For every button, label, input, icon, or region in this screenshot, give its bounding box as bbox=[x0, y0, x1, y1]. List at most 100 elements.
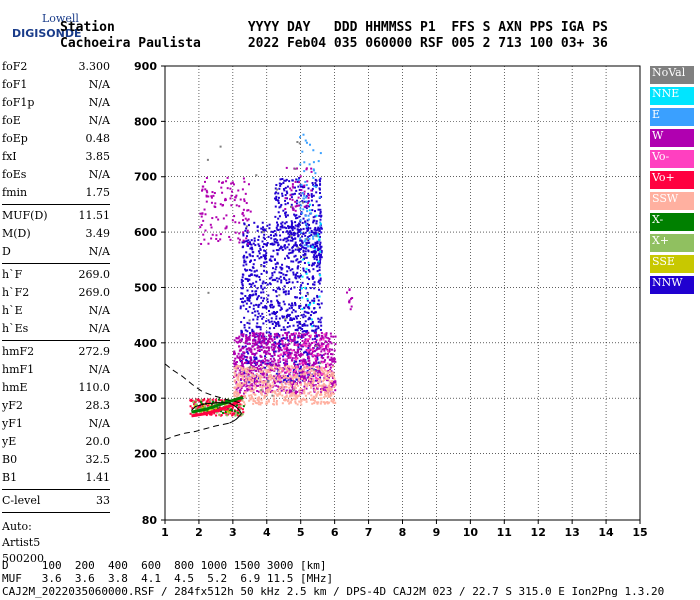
echo-point bbox=[302, 368, 305, 371]
echo-point bbox=[204, 188, 207, 191]
echo-point bbox=[259, 383, 262, 386]
echo-point bbox=[233, 393, 236, 396]
echo-point bbox=[311, 182, 314, 185]
echo-point bbox=[319, 279, 322, 282]
echo-point bbox=[255, 332, 258, 335]
echo-point bbox=[327, 344, 330, 347]
echo-point bbox=[287, 398, 290, 401]
echo-point bbox=[248, 349, 251, 352]
echo-point bbox=[241, 276, 244, 279]
echo-point bbox=[307, 371, 310, 374]
echo-point bbox=[296, 372, 299, 375]
echo-point bbox=[320, 214, 323, 217]
echo-point bbox=[306, 311, 309, 314]
echo-point bbox=[274, 215, 277, 218]
echo-point bbox=[307, 357, 310, 360]
echo-point bbox=[296, 357, 299, 360]
echo-point bbox=[268, 366, 271, 369]
echo-point bbox=[207, 291, 210, 294]
echo-point bbox=[319, 372, 322, 375]
echo-point bbox=[317, 344, 320, 347]
echo-point bbox=[282, 388, 285, 391]
echo-point bbox=[288, 367, 291, 370]
param-key: foEs bbox=[2, 168, 27, 181]
echo-point bbox=[312, 216, 315, 219]
echo-point bbox=[304, 371, 307, 374]
echo-point bbox=[260, 393, 263, 396]
echo-point bbox=[214, 206, 217, 209]
echo-point bbox=[275, 317, 278, 320]
header-line-1: Station YYYY DAY DDD HHMMSS P1 FFS S AXN… bbox=[60, 20, 608, 35]
echo-point bbox=[193, 405, 196, 408]
echo-point bbox=[311, 204, 314, 207]
echo-point bbox=[281, 267, 284, 270]
echo-point bbox=[318, 347, 321, 350]
echo-point bbox=[260, 392, 263, 395]
echo-point bbox=[281, 384, 284, 387]
echo-point bbox=[297, 336, 300, 339]
echo-point bbox=[315, 385, 318, 388]
param-row: foF1p N/A bbox=[2, 94, 110, 112]
y-tick-label: 600 bbox=[134, 226, 157, 239]
param-value: 11.51 bbox=[78, 209, 111, 222]
param-row: hmF1 N/A bbox=[2, 361, 110, 379]
echo-point bbox=[288, 386, 291, 389]
echo-point bbox=[218, 414, 221, 417]
echo-point bbox=[253, 354, 256, 357]
echo-point bbox=[285, 178, 288, 181]
echo-point bbox=[288, 389, 291, 392]
echo-point bbox=[277, 387, 280, 390]
echo-point bbox=[261, 240, 264, 243]
echo-point bbox=[293, 373, 296, 376]
echo-point bbox=[266, 394, 269, 397]
echo-point bbox=[263, 306, 266, 309]
echo-point bbox=[306, 353, 309, 356]
echo-point bbox=[259, 326, 262, 329]
echo-point bbox=[299, 371, 302, 374]
echo-point bbox=[315, 369, 318, 372]
echo-point bbox=[250, 384, 253, 387]
echo-point bbox=[294, 241, 297, 244]
echo-point bbox=[302, 217, 305, 220]
echo-point bbox=[263, 335, 266, 338]
echo-point bbox=[294, 232, 297, 235]
echo-point bbox=[258, 252, 261, 255]
echo-point bbox=[264, 352, 267, 355]
echo-point bbox=[254, 343, 257, 346]
echo-point bbox=[257, 312, 260, 315]
echo-point bbox=[307, 228, 310, 231]
echo-point bbox=[235, 337, 238, 340]
echo-point bbox=[216, 407, 219, 410]
echo-point bbox=[314, 374, 317, 377]
echo-point bbox=[288, 233, 291, 236]
echo-point bbox=[315, 394, 318, 397]
echo-point bbox=[294, 296, 297, 299]
echo-point bbox=[239, 349, 242, 352]
echo-point bbox=[305, 400, 308, 403]
echo-point bbox=[326, 352, 329, 355]
echo-point bbox=[313, 362, 316, 365]
echo-point bbox=[252, 345, 255, 348]
echo-point bbox=[270, 346, 273, 349]
echo-point bbox=[286, 391, 289, 394]
echo-point bbox=[273, 400, 276, 403]
echo-point bbox=[307, 367, 310, 370]
echo-point bbox=[245, 367, 248, 370]
echo-point bbox=[283, 244, 286, 247]
echo-point bbox=[313, 397, 316, 400]
echo-point bbox=[246, 356, 249, 359]
echo-point bbox=[267, 352, 270, 355]
echo-point bbox=[318, 214, 321, 217]
echo-point bbox=[274, 362, 277, 365]
echo-point bbox=[300, 314, 303, 317]
echo-point bbox=[298, 307, 301, 310]
echo-point bbox=[272, 343, 275, 346]
echo-point bbox=[290, 304, 293, 307]
echo-point bbox=[332, 335, 335, 338]
echo-point bbox=[243, 362, 246, 365]
echo-point bbox=[267, 347, 270, 350]
echo-point bbox=[240, 355, 243, 358]
echo-point bbox=[300, 287, 303, 290]
echo-point bbox=[293, 394, 296, 397]
echo-point bbox=[265, 252, 268, 255]
